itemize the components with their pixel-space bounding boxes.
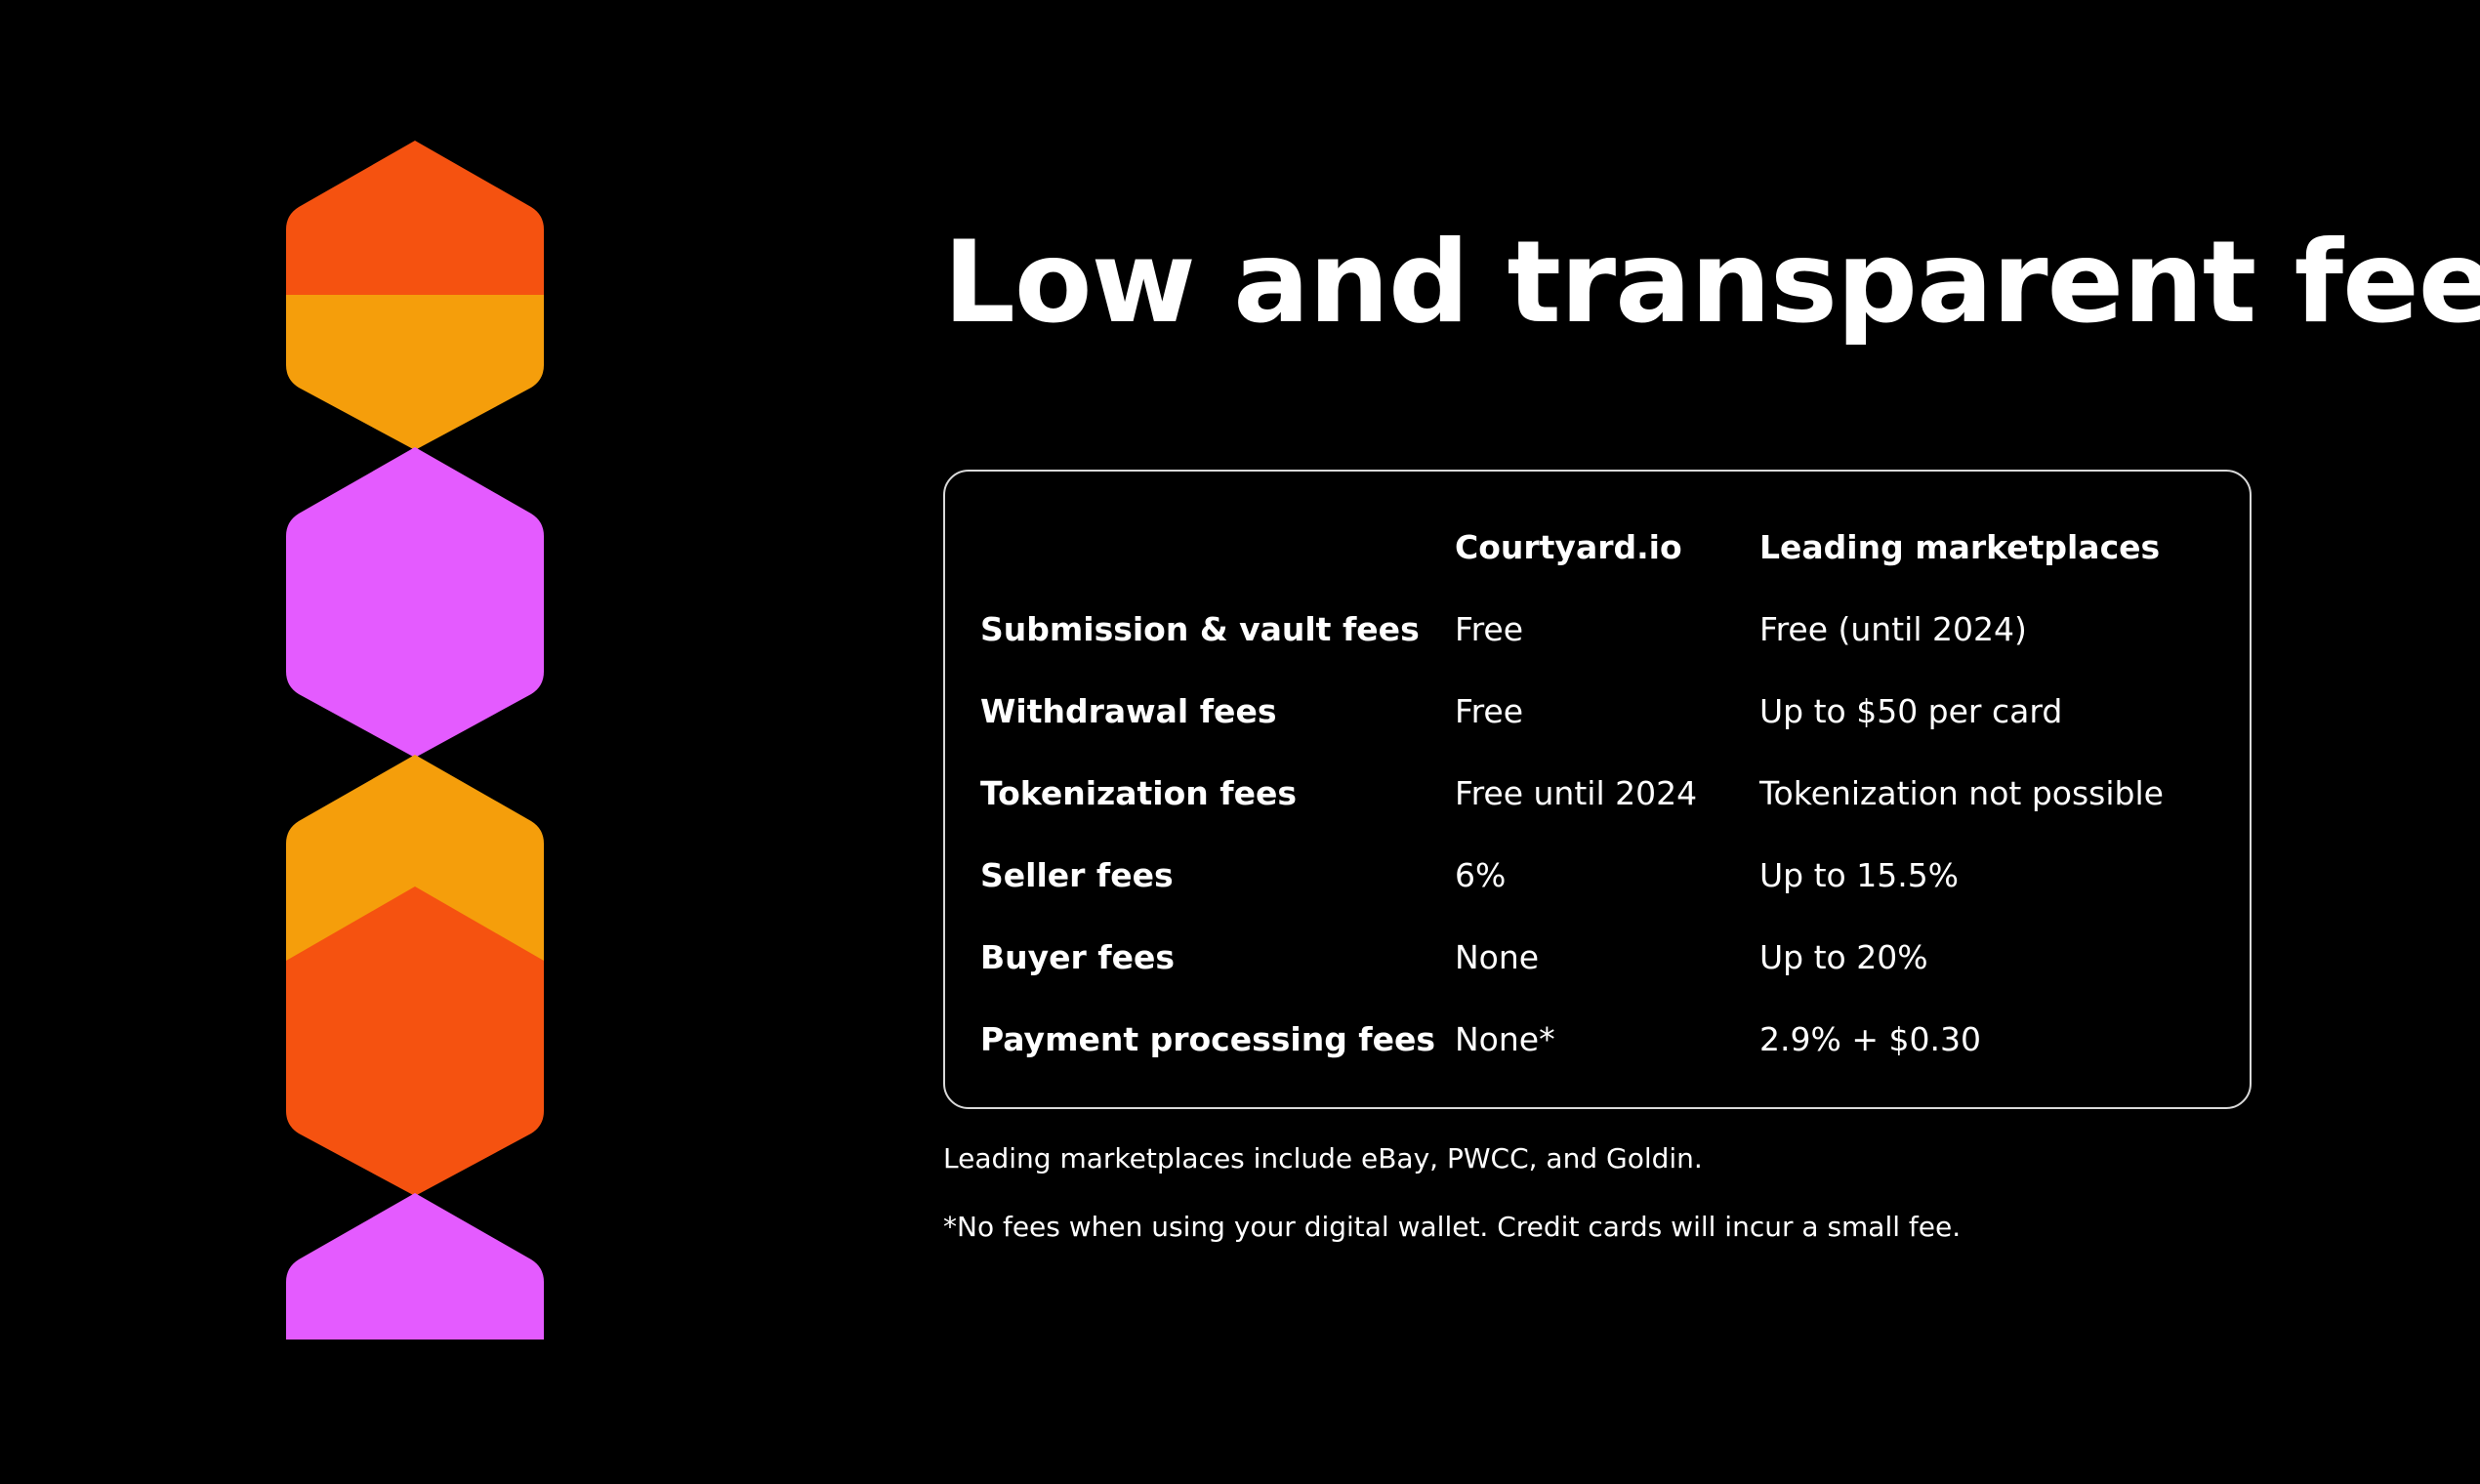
row-label: Submission & vault fees xyxy=(980,610,1420,648)
courtyard-value: Free xyxy=(1455,610,1524,648)
marketplaces-value: Up to 15.5% xyxy=(1759,856,1960,894)
hexagon-magenta xyxy=(286,447,544,758)
marketplaces-value: Up to 20% xyxy=(1759,938,1928,976)
courtyard-value: None xyxy=(1455,938,1540,976)
row-label: Tokenization fees xyxy=(980,774,1298,812)
courtyard-value: Free until 2024 xyxy=(1455,774,1698,812)
row-label: Seller fees xyxy=(980,856,1174,894)
row-label: Payment processing fees xyxy=(980,1020,1436,1058)
page-title: Low and transparent fees xyxy=(943,217,2480,349)
table-row: Seller fees 6% Up to 15.5% xyxy=(945,846,2250,905)
table-row: Payment processing fees None* 2.9% + $0.… xyxy=(945,1010,2250,1069)
hexagon-orange xyxy=(286,886,544,1196)
row-label: Withdrawal fees xyxy=(980,692,1277,730)
table-row: Withdrawal fees Free Up to $50 per card xyxy=(945,682,2250,741)
courtyard-value: None* xyxy=(1455,1020,1555,1058)
table-header-row: Courtyard.io Leading marketplaces xyxy=(945,518,2250,577)
table-row: Submission & vault fees Free Free (until… xyxy=(945,600,2250,659)
marketplaces-value: 2.9% + $0.30 xyxy=(1759,1020,1981,1058)
courtyard-value: 6% xyxy=(1455,856,1507,894)
table-row: Buyer fees None Up to 20% xyxy=(945,928,2250,987)
marketplaces-value: Free (until 2024) xyxy=(1759,610,2027,648)
table-row: Tokenization fees Free until 2024 Tokeni… xyxy=(945,764,2250,823)
marketplaces-value: Up to $50 per card xyxy=(1759,692,2063,730)
hexagon-top-split xyxy=(286,141,544,450)
wallet-footnote: *No fees when using your digital wallet.… xyxy=(943,1211,1962,1243)
hexagon-decoration xyxy=(286,141,544,1340)
header-leading-marketplaces: Leading marketplaces xyxy=(1759,528,2161,566)
marketplaces-value: Tokenization not possible xyxy=(1759,774,2164,812)
marketplaces-footnote: Leading marketplaces include eBay, PWCC,… xyxy=(943,1142,1703,1175)
courtyard-value: Free xyxy=(1455,692,1524,730)
header-courtyard: Courtyard.io xyxy=(1455,528,1682,566)
row-label: Buyer fees xyxy=(980,938,1176,976)
fee-comparison-table: Courtyard.io Leading marketplaces Submis… xyxy=(943,470,2252,1109)
hexagon-magenta-bottom xyxy=(286,1193,544,1340)
